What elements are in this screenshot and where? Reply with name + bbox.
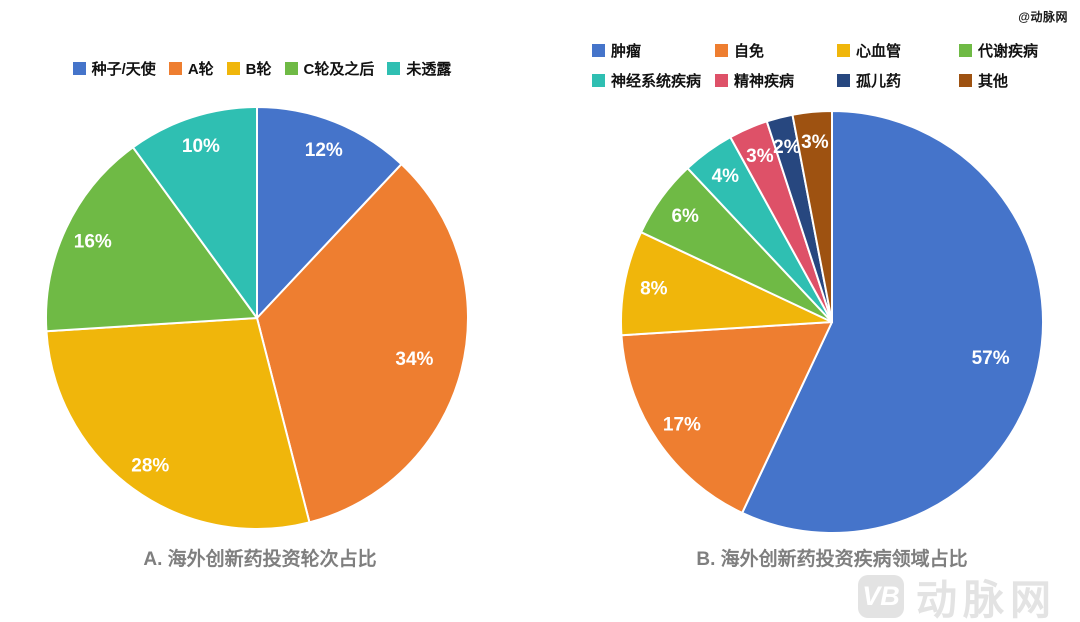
- legend-label: 精神疾病: [734, 73, 795, 90]
- pie-slice-label: 57%: [972, 348, 1010, 369]
- pie-slice: [45, 146, 258, 333]
- legend-swatch-icon: [715, 44, 728, 57]
- legend-item: 肿瘤: [592, 40, 715, 61]
- legend-swatch-icon: [168, 62, 182, 75]
- legend-item: 精神疾病: [715, 70, 837, 91]
- legend-item: 自免: [715, 40, 837, 61]
- pie-slice: [791, 110, 833, 323]
- legend-label: 自免: [734, 43, 765, 60]
- legend-swatch-icon: [837, 44, 850, 57]
- legend-label: 种子/天使: [91, 61, 156, 78]
- legend-swatch-icon: [959, 74, 972, 87]
- legend-swatch-icon: [592, 44, 605, 57]
- chart-title-b: B. 海外创新药投资疾病领域占比: [696, 549, 968, 570]
- legend-swatch-icon: [715, 74, 728, 87]
- pie-slice: [620, 321, 833, 514]
- pie-slice-label: 17%: [663, 415, 701, 436]
- pie-slice-label: 12%: [305, 140, 343, 161]
- pie-slice: [256, 163, 469, 524]
- legend-swatch-icon: [959, 44, 972, 57]
- watermark-top-right: @动脉网: [1018, 10, 1068, 24]
- pie-slice-label: 3%: [801, 132, 829, 153]
- pie-slice-label: 34%: [395, 349, 433, 370]
- legend-label: 孤儿药: [856, 73, 902, 90]
- legend-item: 代谢疾病: [959, 40, 1080, 61]
- legend-label: 其他: [978, 73, 1009, 90]
- vb-logo-watermark: VB 动脉网: [858, 566, 1057, 622]
- legend-item: 种子/天使: [72, 58, 156, 79]
- pie-slice-label: 2%: [773, 137, 801, 158]
- legend-label: 神经系统疾病: [611, 73, 702, 90]
- pie-slice: [620, 231, 833, 337]
- pie-slice-label: 16%: [74, 231, 112, 252]
- legend-item: 未透露: [387, 58, 451, 79]
- legend-swatch-icon: [72, 62, 86, 75]
- pie-slice: [45, 317, 311, 530]
- legend-a: 种子/天使 A轮 B轮 C轮及之后 未透露: [42, 58, 482, 79]
- pie-slice-label: 4%: [712, 166, 740, 187]
- vb-logo-badge-icon: VB: [858, 574, 904, 618]
- legend-swatch-icon: [284, 62, 298, 75]
- legend-swatch-icon: [387, 62, 401, 75]
- pie-a: 12% 34% 28% 16% 10%: [45, 106, 469, 530]
- pie-slice-label: 8%: [640, 279, 668, 300]
- pie-slice: [131, 106, 258, 319]
- chart-title-a: A. 海外创新药投资轮次占比: [143, 549, 377, 570]
- pie-b: 57% 17% 8% 6% 4% 3% 2% 3%: [620, 110, 1044, 534]
- legend-label: 肿瘤: [611, 43, 642, 60]
- legend-label: C轮及之后: [303, 61, 375, 78]
- legend-label: B轮: [245, 61, 272, 78]
- pie-slice-label: 28%: [131, 455, 169, 476]
- legend-swatch-icon: [226, 62, 240, 75]
- legend-item: 神经系统疾病: [592, 70, 715, 91]
- legend-swatch-icon: [592, 74, 605, 87]
- vb-logo-text: 动脉网: [916, 577, 1057, 622]
- legend-item: A轮: [168, 58, 214, 79]
- legend-label: 未透露: [406, 61, 452, 78]
- pie-slice-label: 6%: [671, 206, 699, 227]
- legend-item: C轮及之后: [284, 58, 375, 79]
- legend-label: 心血管: [856, 43, 902, 60]
- legend-item: B轮: [226, 58, 272, 79]
- legend-item: 心血管: [837, 40, 959, 61]
- legend-label: A轮: [187, 61, 214, 78]
- legend-item: 孤儿药: [837, 70, 959, 91]
- legend-b: 肿瘤 自免 心血管 代谢疾病神经系统疾病 精神疾病 孤儿药 其他: [592, 40, 1080, 91]
- legend-item: 其他: [959, 70, 1080, 91]
- pie-slice-label: 3%: [746, 146, 774, 167]
- pie-slice: [741, 110, 1044, 534]
- pie-slice: [256, 106, 403, 319]
- pie-slice-label: 10%: [182, 136, 220, 157]
- legend-swatch-icon: [837, 74, 850, 87]
- legend-label: 代谢疾病: [978, 43, 1039, 60]
